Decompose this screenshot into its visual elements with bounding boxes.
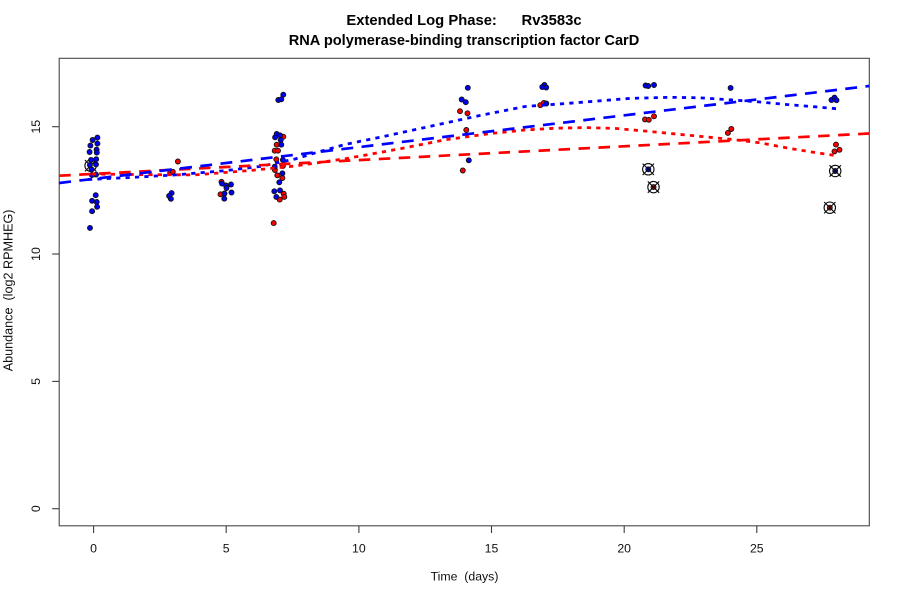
svg-text:15: 15 bbox=[29, 120, 43, 134]
svg-text:5: 5 bbox=[29, 378, 43, 385]
svg-text:Time (days): Time (days) bbox=[431, 569, 499, 583]
svg-text:10: 10 bbox=[352, 542, 366, 556]
svg-text:25: 25 bbox=[750, 542, 764, 556]
svg-text:15: 15 bbox=[485, 542, 499, 556]
svg-text:Abundance (log2 RPMHEG): Abundance (log2 RPMHEG) bbox=[2, 210, 16, 372]
svg-text:5: 5 bbox=[223, 542, 230, 556]
svg-text:10: 10 bbox=[29, 247, 43, 261]
svg-text:0: 0 bbox=[29, 505, 43, 512]
svg-text:0: 0 bbox=[90, 542, 97, 556]
svg-text:RNA polymerase-binding transcr: RNA polymerase-binding transcription fac… bbox=[289, 33, 640, 49]
svg-text:Extended Log Phase: Rv358: Extended Log Phase: Rv3583c bbox=[346, 13, 581, 29]
svg-text:20: 20 bbox=[617, 542, 631, 556]
